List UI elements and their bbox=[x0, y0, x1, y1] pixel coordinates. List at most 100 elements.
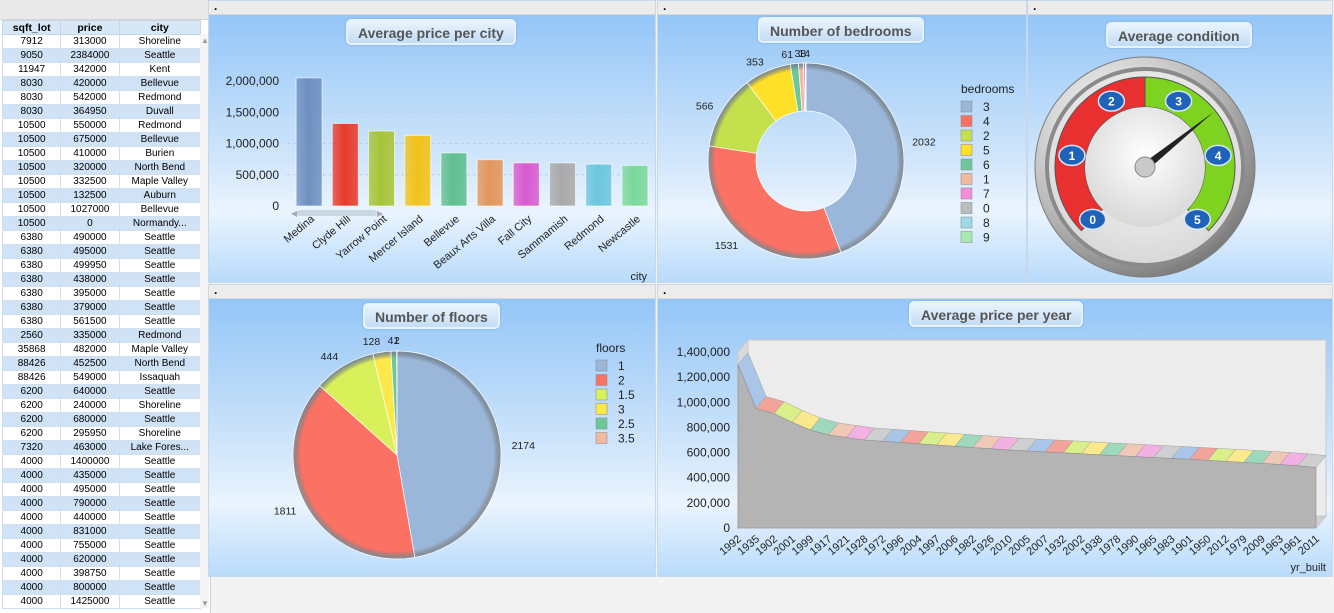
column-header-sqft-lot[interactable]: sqft_lot bbox=[1, 20, 62, 35]
slice-2[interactable] bbox=[292, 385, 416, 560]
chart-title-condition: Average condition bbox=[1106, 22, 1252, 48]
y-tick-label: 200,000 bbox=[687, 496, 731, 510]
data-table: sqft_lot price city 7912 313000 Shoreline 9… bbox=[1, 20, 202, 609]
slice-4[interactable] bbox=[707, 145, 842, 260]
table-row[interactable]: 4000 495000 Seattle bbox=[1, 482, 202, 497]
cell-sqft-lot: 4000 bbox=[1, 482, 62, 497]
table-row[interactable]: 4000 398750 Seattle bbox=[1, 566, 202, 581]
chart-scroll-thumb[interactable] bbox=[297, 210, 377, 216]
table-row[interactable]: 7320 463000 Lake Fores... bbox=[1, 440, 202, 455]
cell-price: 435000 bbox=[60, 468, 120, 483]
cell-city: Bellevue bbox=[118, 132, 202, 147]
table-row[interactable]: 6200 240000 Shoreline bbox=[1, 398, 202, 413]
cell-price: 398750 bbox=[60, 566, 120, 581]
slice-1[interactable] bbox=[396, 350, 502, 558]
table-row[interactable]: 7912 313000 Shoreline bbox=[1, 34, 202, 49]
column-header-city[interactable]: city bbox=[118, 20, 202, 35]
table-row[interactable]: 9050 2384000 Seattle bbox=[1, 48, 202, 63]
bar-fall-city[interactable] bbox=[512, 162, 540, 207]
table-row[interactable]: 6200 295950 Shoreline bbox=[1, 426, 202, 441]
bar-redmond[interactable] bbox=[585, 163, 613, 207]
table-row[interactable]: 88426 549000 Issaquah bbox=[1, 370, 202, 385]
legend-item: 1.5 bbox=[618, 388, 635, 402]
legend-swatch bbox=[960, 144, 973, 156]
scroll-right-icon[interactable]: ▶ bbox=[377, 209, 384, 218]
table-row[interactable]: 10500 550000 Redmond bbox=[1, 118, 202, 133]
table-row[interactable]: 4000 755000 Seattle bbox=[1, 538, 202, 553]
table-row[interactable]: 10500 320000 North Bend bbox=[1, 160, 202, 175]
table-row[interactable]: 6380 379000 Seattle bbox=[1, 300, 202, 315]
table-row[interactable]: 88426 452500 North Bend bbox=[1, 356, 202, 371]
panel-price-per-city: . Average price per city 2,000,000 1,500,… bbox=[208, 0, 656, 283]
cell-sqft-lot: 11947 bbox=[1, 62, 62, 77]
slice-3[interactable] bbox=[805, 62, 905, 253]
cell-sqft-lot: 8030 bbox=[1, 76, 62, 91]
table-row[interactable]: 6200 680000 Seattle bbox=[1, 412, 202, 427]
table-scrollbar[interactable]: ▲ ▼ bbox=[200, 34, 209, 608]
table-row[interactable]: 6380 438000 Seattle bbox=[1, 272, 202, 287]
cell-city: Burien bbox=[118, 146, 202, 161]
area-series[interactable] bbox=[737, 364, 1317, 529]
cell-price: 342000 bbox=[60, 62, 120, 77]
table-row[interactable]: 4000 831000 Seattle bbox=[1, 524, 202, 539]
scroll-left-icon[interactable]: ◀ bbox=[291, 209, 298, 218]
table-row[interactable]: 35868 482000 Maple Valley bbox=[1, 342, 202, 357]
table-row[interactable]: 4000 440000 Seattle bbox=[1, 510, 202, 525]
table-row[interactable]: 11947 342000 Kent bbox=[1, 62, 202, 77]
cell-city: Auburn bbox=[118, 188, 202, 203]
table-row[interactable]: 6380 561500 Seattle bbox=[1, 314, 202, 329]
table-row[interactable]: 6200 640000 Seattle bbox=[1, 384, 202, 399]
legend-item: 5 bbox=[983, 144, 990, 158]
cell-sqft-lot: 6380 bbox=[1, 258, 62, 273]
table-row[interactable]: 8030 542000 Redmond bbox=[1, 90, 202, 105]
cell-city: Redmond bbox=[118, 328, 202, 343]
bar-mercer-island[interactable] bbox=[404, 134, 432, 207]
cell-city: Seattle bbox=[118, 538, 202, 553]
cell-city: Shoreline bbox=[118, 34, 202, 49]
table-row[interactable]: 6380 499950 Seattle bbox=[1, 258, 202, 273]
table-row[interactable]: 10500 675000 Bellevue bbox=[1, 132, 202, 147]
cell-sqft-lot: 6380 bbox=[1, 272, 62, 287]
table-row[interactable]: 10500 132500 Auburn bbox=[1, 188, 202, 203]
cell-price: 463000 bbox=[60, 440, 120, 455]
scroll-up-icon[interactable]: ▲ bbox=[201, 36, 209, 45]
table-caption-bar bbox=[0, 0, 210, 20]
bar-clyde-hill[interactable] bbox=[331, 123, 359, 207]
table-row[interactable]: 8030 364950 Duvall bbox=[1, 104, 202, 119]
column-header-price[interactable]: price bbox=[60, 20, 120, 35]
table-row[interactable]: 4000 1400000 Seattle bbox=[1, 454, 202, 469]
bar-sammamish[interactable] bbox=[549, 162, 576, 207]
scroll-down-icon[interactable]: ▼ bbox=[201, 599, 209, 608]
cell-price: 410000 bbox=[60, 146, 120, 161]
cell-sqft-lot: 4000 bbox=[1, 594, 62, 609]
table-row[interactable]: 8030 420000 Bellevue bbox=[1, 76, 202, 91]
panel-strip-label: . bbox=[214, 0, 218, 13]
bar-beaux-arts-villa[interactable] bbox=[476, 159, 504, 207]
legend-swatch bbox=[595, 403, 608, 415]
table-row[interactable]: 4000 800000 Seattle bbox=[1, 580, 202, 595]
table-row[interactable]: 6380 490000 Seattle bbox=[1, 230, 202, 245]
bar-bellevue[interactable] bbox=[440, 152, 468, 207]
cell-price: 452500 bbox=[60, 356, 120, 371]
gauge-tick-label: 5 bbox=[1194, 213, 1201, 227]
chart-title-floors: Number of floors bbox=[363, 303, 500, 329]
table-row[interactable]: 10500 1027000 Bellevue bbox=[1, 202, 202, 217]
table-row[interactable]: 10500 410000 Burien bbox=[1, 146, 202, 161]
cell-city: Shoreline bbox=[118, 398, 202, 413]
table-row[interactable]: 6380 395000 Seattle bbox=[1, 286, 202, 301]
cell-city: Seattle bbox=[118, 286, 202, 301]
table-row[interactable]: 10500 332500 Maple Valley bbox=[1, 174, 202, 189]
table-row[interactable]: 4000 435000 Seattle bbox=[1, 468, 202, 483]
gauge-hub bbox=[1134, 156, 1156, 178]
cell-city: Normandy... bbox=[118, 216, 202, 231]
bar-medina[interactable] bbox=[295, 77, 323, 207]
table-row[interactable]: 4000 790000 Seattle bbox=[1, 496, 202, 511]
cell-price: 550000 bbox=[60, 118, 120, 133]
table-row[interactable]: 4000 620000 Seattle bbox=[1, 552, 202, 567]
table-row[interactable]: 6380 495000 Seattle bbox=[1, 244, 202, 259]
bar-newcastle[interactable] bbox=[621, 164, 649, 207]
bar-yarrow-point[interactable] bbox=[368, 130, 395, 207]
table-row[interactable]: 2560 335000 Redmond bbox=[1, 328, 202, 343]
table-row[interactable]: 4000 1425000 Seattle bbox=[1, 594, 202, 609]
table-row[interactable]: 10500 0 Normandy... bbox=[1, 216, 202, 231]
